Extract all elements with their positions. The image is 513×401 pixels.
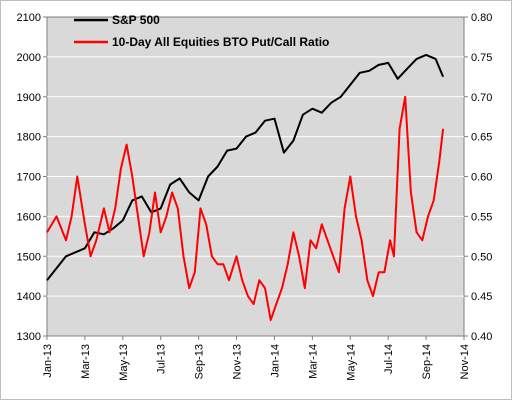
- x-tick-label: Jul-14: [383, 344, 395, 374]
- right-tick-label: 0.80: [471, 12, 492, 24]
- right-tick-label: 0.55: [471, 211, 492, 223]
- right-tick-label: 0.40: [471, 331, 492, 343]
- x-tick-label: Sep-13: [194, 344, 206, 379]
- left-tick-label: 2000: [17, 52, 41, 64]
- x-tick-label: Jul-13: [156, 344, 168, 374]
- x-tick-label: Nov-13: [232, 344, 244, 379]
- right-tick-label: 0.75: [471, 52, 492, 64]
- right-tick-label: 0.60: [471, 172, 492, 184]
- x-axis: Jan-13 Mar-13 May-13 Jul-13 Sep-13 Nov-13 Jan-…: [42, 336, 471, 381]
- right-tick-label: 0.45: [471, 291, 492, 303]
- left-tick-label: 2100: [17, 12, 41, 24]
- left-tick-label: 1900: [17, 92, 41, 104]
- x-tick-label: Jan-13: [42, 344, 54, 378]
- series-sp500-line: [46, 53, 445, 281]
- right-tick-label: 0.50: [471, 251, 492, 263]
- x-tick-label: Mar-14: [307, 344, 319, 379]
- left-tick-label: 1600: [17, 211, 41, 223]
- left-tick-label: 1500: [17, 251, 41, 263]
- legend: S&P 500 10-Day All Equities BTO Put/Call…: [74, 13, 329, 49]
- series-layer: [46, 53, 445, 322]
- series-put-call-line: [46, 95, 445, 322]
- left-tick-label: 1700: [17, 172, 41, 184]
- left-y-axis: 1300 1400 1500 1600 1700 1800 1900 2000 2100: [17, 12, 47, 343]
- left-tick-label: 1800: [17, 132, 41, 144]
- legend-label-put-call: 10-Day All Equities BTO Put/Call Ratio: [112, 35, 329, 49]
- x-tick-label: Mar-13: [80, 344, 92, 379]
- left-tick-label: 1400: [17, 291, 41, 303]
- x-tick-label: Jan-14: [269, 344, 281, 378]
- right-tick-label: 0.65: [471, 132, 492, 144]
- legend-label-sp500: S&P 500: [112, 13, 160, 27]
- x-tick-label: May-14: [345, 344, 357, 381]
- x-tick-label: May-13: [118, 344, 130, 381]
- gridlines: [47, 56, 464, 297]
- x-tick-label: Nov-14: [459, 344, 471, 379]
- x-tick-label: Sep-14: [421, 344, 433, 379]
- right-y-axis: 0.40 0.45 0.50 0.55 0.60 0.65 0.70 0.75 0.80: [464, 12, 492, 343]
- right-tick-label: 0.70: [471, 92, 492, 104]
- left-tick-label: 1300: [17, 331, 41, 343]
